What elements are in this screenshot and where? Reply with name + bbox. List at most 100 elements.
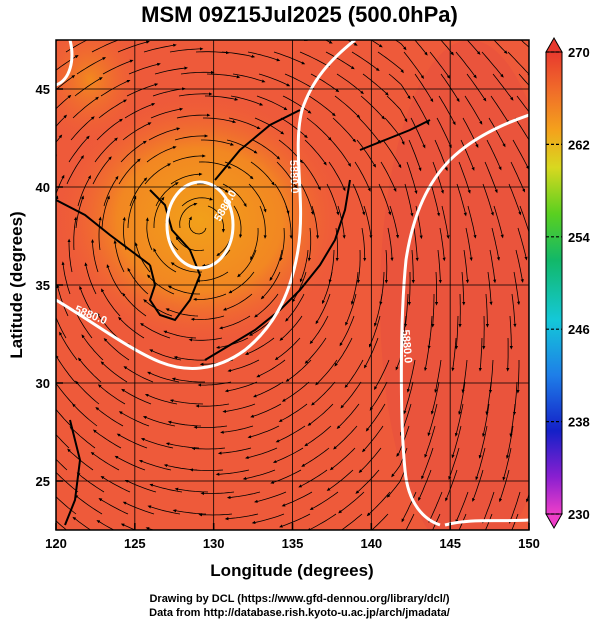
streamline	[282, 95, 312, 114]
streamline	[56, 74, 76, 91]
streamline	[56, 284, 69, 317]
streamline	[169, 47, 204, 53]
streamline	[436, 117, 452, 149]
streamline	[466, 73, 487, 102]
streamline	[154, 66, 188, 75]
streamline	[514, 117, 529, 141]
streamline	[145, 217, 153, 251]
streamline	[330, 139, 352, 167]
x-tick-label: 125	[124, 536, 146, 551]
streamline	[56, 94, 72, 110]
streamline	[476, 536, 490, 565]
colorbar-scale	[545, 51, 563, 515]
streamline	[482, 403, 490, 438]
streamline	[361, 227, 367, 262]
streamline	[96, 312, 119, 339]
streamline	[387, 227, 394, 262]
streamline	[485, 513, 493, 530]
streamline	[405, 513, 415, 530]
streamline	[458, 381, 466, 416]
streamline	[100, 361, 128, 383]
streamline	[56, 354, 76, 383]
contour-label: 5880.0	[287, 160, 300, 194]
streamline	[304, 337, 327, 364]
streamline	[363, 205, 373, 239]
streamline	[310, 73, 340, 93]
streamline	[56, 458, 68, 471]
y-tick-label: 35	[36, 278, 50, 293]
streamline	[172, 27, 204, 30]
streamline	[308, 95, 336, 117]
streamline	[482, 491, 495, 524]
streamline	[538, 404, 541, 436]
streamline	[189, 468, 224, 472]
streamline	[198, 513, 233, 517]
streamline	[401, 491, 417, 523]
streamline	[227, 359, 260, 373]
streamline	[538, 294, 543, 326]
streamline	[56, 408, 72, 427]
coastlines	[56, 109, 431, 526]
streamline	[70, 116, 95, 141]
streamline	[127, 267, 149, 295]
colorbar-tick-label: 230	[568, 507, 590, 522]
streamline	[338, 491, 365, 514]
streamline	[56, 134, 63, 144]
streamline	[502, 536, 516, 565]
streamline	[68, 135, 90, 163]
streamline	[451, 337, 457, 372]
streamline	[203, 117, 237, 124]
x-tick-label: 120	[45, 536, 67, 551]
streamline	[148, 127, 181, 141]
x-tick-label: 140	[360, 536, 382, 551]
contour-label: 5880.0	[399, 329, 414, 364]
streamline	[411, 249, 415, 284]
streamline	[140, 323, 171, 339]
streamline	[350, 271, 359, 305]
streamline	[478, 425, 488, 459]
streamline	[224, 536, 256, 540]
streamline	[394, 40, 407, 51]
streamline	[508, 491, 521, 524]
streamline	[153, 196, 165, 228]
streamline	[507, 51, 529, 77]
streamline	[535, 426, 539, 458]
streamline	[461, 359, 468, 394]
streamline	[102, 59, 134, 75]
streamline	[79, 285, 95, 317]
streamline	[279, 227, 285, 262]
streamline	[356, 249, 361, 284]
streamline	[466, 40, 481, 55]
streamline	[129, 177, 148, 207]
streamline	[198, 30, 230, 31]
streamline	[445, 469, 458, 502]
streamline	[221, 51, 256, 58]
streamline	[509, 403, 516, 438]
streamline	[96, 520, 115, 530]
streamline	[256, 359, 286, 378]
streamline	[167, 285, 200, 295]
streamline	[258, 73, 291, 87]
streamline	[373, 359, 390, 390]
streamline	[434, 359, 442, 394]
streamline	[386, 95, 408, 123]
streamline	[172, 532, 204, 536]
streamline	[378, 183, 392, 216]
streamline	[382, 139, 402, 169]
x-axis-label: Longitude (degrees)	[210, 561, 373, 580]
streamline	[344, 359, 364, 389]
streamline	[465, 227, 473, 262]
streamline	[226, 491, 261, 500]
streamline	[195, 403, 230, 408]
streamline	[224, 381, 258, 393]
streamline	[460, 139, 475, 171]
streamline	[272, 447, 304, 463]
streamline	[179, 202, 198, 229]
streamline	[384, 117, 405, 146]
streamline	[329, 447, 356, 471]
streamline	[427, 403, 438, 437]
streamline	[340, 381, 362, 409]
streamline	[356, 139, 377, 168]
streamline	[455, 51, 477, 79]
